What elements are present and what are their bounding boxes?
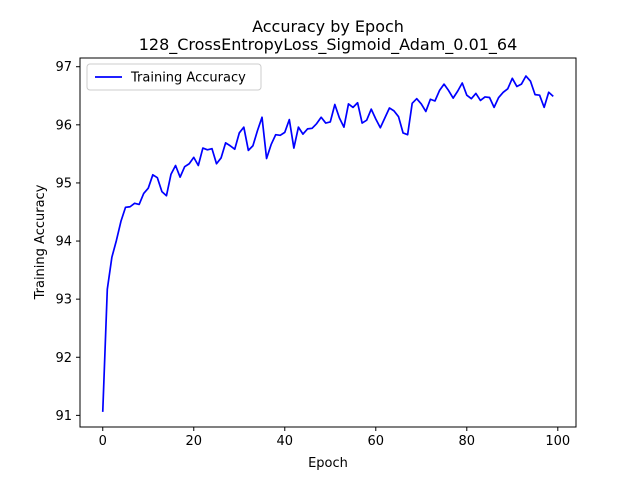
x-axis-label: Epoch — [308, 456, 348, 471]
y-tick-label: 97 — [55, 60, 72, 75]
plot-layer: 0 20 40 60 80 100 91 92 93 94 95 96 97 — [55, 60, 570, 449]
plot-frame — [79, 57, 577, 428]
x-tick-label: 80 — [459, 434, 476, 449]
x-tick-label: 0 — [99, 434, 107, 449]
legend-box — [86, 63, 262, 91]
y-tick-label: 94 — [55, 235, 72, 250]
x-tick-label: 20 — [185, 434, 202, 449]
x-tick-label: 40 — [276, 434, 293, 449]
series-line-training-accuracy — [101, 75, 554, 412]
chart-subtitle: 128_CrossEntropyLoss_Sigmoid_Adam_0.01_6… — [139, 35, 518, 55]
x-tick-label: 60 — [368, 434, 385, 449]
y-tick-label: 95 — [55, 176, 72, 191]
y-tick-label: 91 — [55, 409, 72, 424]
y-tick-label: 96 — [55, 118, 72, 133]
x-tick-label: 100 — [545, 434, 570, 449]
legend-label: Training Accuracy — [130, 71, 246, 86]
y-axis-label: Training Accuracy — [33, 184, 48, 300]
legend: Training Accuracy — [86, 63, 262, 91]
y-tick-label: 93 — [55, 293, 72, 308]
chart-title: Accuracy by Epoch — [252, 17, 404, 36]
y-tick-label: 92 — [55, 351, 72, 366]
